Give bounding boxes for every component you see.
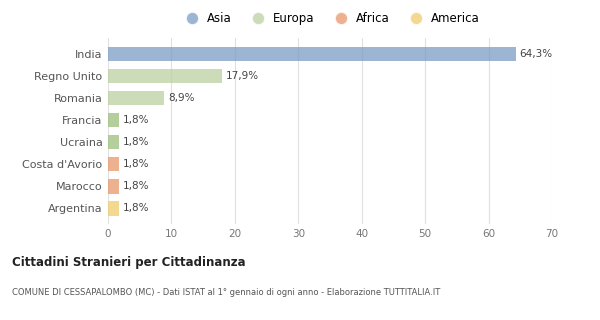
Text: 17,9%: 17,9% (226, 71, 259, 81)
Bar (108, 157, 119, 172)
Bar (108, 47, 516, 61)
Text: COMUNE DI CESSAPALOMBO (MC) - Dati ISTAT al 1° gennaio di ogni anno - Elaborazio: COMUNE DI CESSAPALOMBO (MC) - Dati ISTAT… (12, 288, 440, 297)
Text: 1,8%: 1,8% (123, 115, 150, 125)
Text: 8,9%: 8,9% (168, 93, 195, 103)
Text: 1,8%: 1,8% (123, 204, 150, 213)
Text: 64,3%: 64,3% (520, 49, 553, 59)
Text: Cittadini Stranieri per Cittadinanza: Cittadini Stranieri per Cittadinanza (12, 256, 245, 269)
Bar (108, 69, 221, 83)
Bar (108, 179, 119, 194)
Bar (108, 135, 119, 149)
Text: 1,8%: 1,8% (123, 181, 150, 191)
Bar (108, 201, 119, 216)
Text: 1,8%: 1,8% (123, 137, 150, 147)
Bar (108, 113, 119, 127)
Legend: Asia, Europa, Africa, America: Asia, Europa, Africa, America (175, 7, 485, 30)
Text: 1,8%: 1,8% (123, 159, 150, 169)
Bar (108, 91, 164, 105)
